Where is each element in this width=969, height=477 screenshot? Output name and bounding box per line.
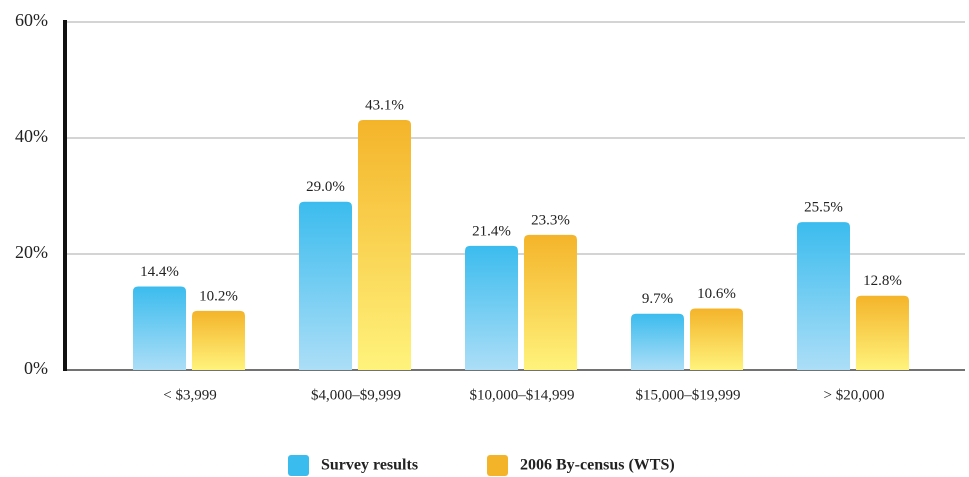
bar xyxy=(358,120,411,371)
value-label: 23.3% xyxy=(531,212,570,228)
value-label: 21.4% xyxy=(472,223,511,239)
value-label: 10.6% xyxy=(697,286,736,302)
x-tick-label: $10,000–$14,999 xyxy=(470,387,575,403)
legend-label: 2006 By-census (WTS) xyxy=(520,457,675,474)
legend-swatch xyxy=(487,455,508,476)
value-label: 29.0% xyxy=(306,179,345,195)
x-tick-label: $15,000–$19,999 xyxy=(636,387,741,403)
value-label: 9.7% xyxy=(642,291,673,307)
legend-swatch xyxy=(288,455,309,476)
x-tick-label: $4,000–$9,999 xyxy=(311,387,401,403)
value-label: 14.4% xyxy=(140,264,179,280)
bar xyxy=(133,286,186,370)
bar xyxy=(299,201,352,370)
bar xyxy=(465,245,518,370)
bar xyxy=(690,308,743,370)
x-tick-label: > $20,000 xyxy=(824,387,885,403)
bar xyxy=(524,234,577,370)
y-tick-label: 40% xyxy=(15,126,48,146)
x-tick-label: < $3,999 xyxy=(163,387,216,403)
bar xyxy=(797,222,850,370)
y-tick-label: 20% xyxy=(15,242,48,262)
bar xyxy=(192,310,245,370)
value-label: 25.5% xyxy=(804,200,843,216)
value-label: 10.2% xyxy=(199,288,238,304)
y-tick-label: 60% xyxy=(15,10,48,30)
value-label: 12.8% xyxy=(863,273,902,289)
bar xyxy=(856,295,909,370)
value-label: 43.1% xyxy=(365,97,404,113)
bar xyxy=(631,313,684,370)
legend-label: Survey results xyxy=(321,457,418,474)
y-tick-label: 0% xyxy=(24,358,48,378)
